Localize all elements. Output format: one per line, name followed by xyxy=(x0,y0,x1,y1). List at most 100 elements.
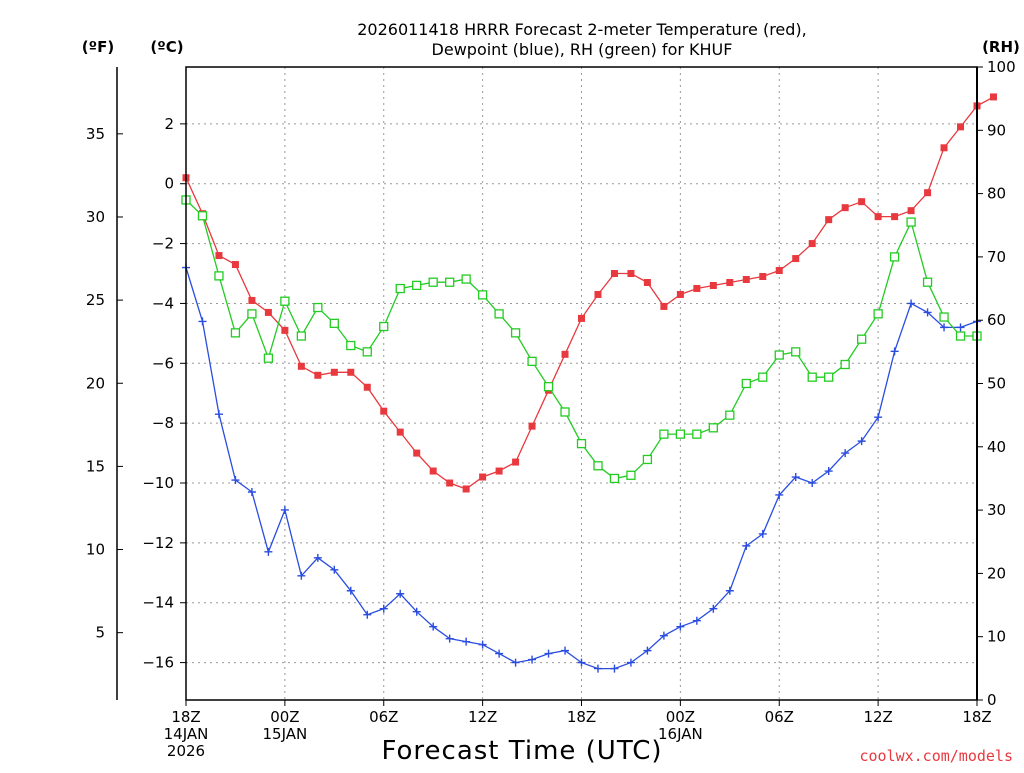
temperature-point xyxy=(264,308,272,316)
dewpoint-point xyxy=(610,664,619,673)
temperature-point xyxy=(808,240,816,248)
x-axis-title: Forecast Time (UTC) xyxy=(381,736,662,766)
dewpoint-point xyxy=(956,323,965,332)
rh-point xyxy=(922,277,933,287)
dewpoint-point xyxy=(561,646,570,655)
fahrenheit-unit-label: (ºF) xyxy=(82,38,114,56)
dewpoint-point xyxy=(346,586,355,595)
rh-point xyxy=(263,353,274,363)
dewpoint-point xyxy=(280,505,289,514)
temperature-point xyxy=(446,479,454,487)
rh-tick-label: 70 xyxy=(987,248,1006,266)
x-tick-label: 14JAN xyxy=(164,725,209,743)
rh-point xyxy=(675,429,686,439)
dewpoint-point xyxy=(742,541,751,550)
rh-point xyxy=(230,328,241,338)
rh-point xyxy=(807,372,817,382)
celsius-tick-label: −2 xyxy=(152,235,174,253)
x-tick-label: 16JAN xyxy=(658,725,703,743)
temperature-point xyxy=(594,290,602,298)
x-tick-label: 15JAN xyxy=(263,725,308,743)
dewpoint-point xyxy=(692,616,701,625)
fahrenheit-tick-label: 15 xyxy=(86,457,105,475)
rh-tick-label: 90 xyxy=(987,121,1006,139)
temperature-point xyxy=(297,362,305,370)
series-layer xyxy=(181,93,997,673)
axes: 20−2−4−6−8−10−12−14−16353025201510510090… xyxy=(86,58,1016,760)
rh-point xyxy=(362,347,372,357)
temperature-point xyxy=(363,383,371,391)
rh-point xyxy=(576,438,587,449)
temperature-point xyxy=(643,278,651,286)
x-tick-label: 00Z xyxy=(666,708,695,726)
x-tick-label: 06Z xyxy=(765,708,794,726)
dewpoint-point xyxy=(758,529,767,538)
dewpoint-point xyxy=(363,610,372,619)
rh-point xyxy=(527,356,537,366)
dewpoint-point xyxy=(313,553,322,562)
dewpoint-point xyxy=(643,646,652,655)
temperature-point xyxy=(248,296,256,304)
rh-point xyxy=(955,331,966,341)
dewpoint-point xyxy=(659,631,668,640)
temperature-point xyxy=(742,275,750,283)
rh-tick-label: 20 xyxy=(987,564,1006,582)
temperature-point xyxy=(610,270,618,278)
temperature-point xyxy=(462,485,470,493)
dewpoint-point xyxy=(330,565,339,574)
temperature-point xyxy=(709,281,717,289)
dewpoint-point xyxy=(775,490,784,499)
x-tick-label: 00Z xyxy=(270,708,299,726)
dewpoint-point xyxy=(495,649,504,658)
rh-point xyxy=(214,271,224,281)
rh-point xyxy=(346,340,356,351)
plot-frame xyxy=(185,66,978,701)
dewpoint-point xyxy=(412,607,421,616)
dewpoint-point xyxy=(198,317,207,326)
rh-point xyxy=(510,328,521,338)
rh-point xyxy=(873,309,883,319)
rh-point xyxy=(313,302,323,313)
dewpoint-point xyxy=(626,658,635,667)
dewpoint-point xyxy=(940,323,949,332)
temperature-point xyxy=(215,252,223,260)
temperature-point xyxy=(380,407,388,415)
temperature-point xyxy=(676,290,684,298)
dewpoint-point xyxy=(264,547,273,556)
x-tick-label: 06Z xyxy=(369,708,398,726)
rh-unit-label: (RH) xyxy=(982,38,1020,56)
dewpoint-point xyxy=(725,586,734,595)
rh-point xyxy=(824,372,834,382)
temperature-point xyxy=(874,213,882,221)
rh-point xyxy=(791,347,801,357)
rh-point xyxy=(659,429,669,439)
temperature-point xyxy=(413,449,421,457)
rh-point xyxy=(708,423,718,433)
rh-point xyxy=(939,312,949,322)
rh-point xyxy=(461,274,471,284)
temperature-point xyxy=(330,368,338,376)
dewpoint-point xyxy=(528,655,537,664)
temperature-point xyxy=(512,458,520,466)
credit-text: coolwx.com/models xyxy=(859,747,1013,765)
chart-title-line-1: 2026011418 HRRR Forecast 2-meter Tempera… xyxy=(357,20,807,39)
rh-tick-label: 0 xyxy=(987,691,997,709)
rh-point xyxy=(593,461,603,471)
dewpoint-point xyxy=(544,649,553,658)
celsius-tick-label: −4 xyxy=(152,294,174,312)
celsius-tick-label: −16 xyxy=(142,654,174,672)
celsius-tick-label: 0 xyxy=(164,175,174,193)
rh-point xyxy=(725,410,735,420)
x-tick-label: 18Z xyxy=(171,708,200,726)
rh-point xyxy=(543,382,554,392)
x-tick-label: 18Z xyxy=(962,708,991,726)
rh-point xyxy=(197,211,208,221)
temperature-point xyxy=(528,422,536,430)
dewpoint-point xyxy=(577,658,586,667)
rh-point xyxy=(395,283,405,294)
grid-lines xyxy=(186,67,977,700)
x-tick-label: 18Z xyxy=(567,708,596,726)
rh-tick-label: 40 xyxy=(987,438,1006,456)
rh-tick-label: 50 xyxy=(987,375,1006,393)
temperature-point xyxy=(907,207,915,215)
